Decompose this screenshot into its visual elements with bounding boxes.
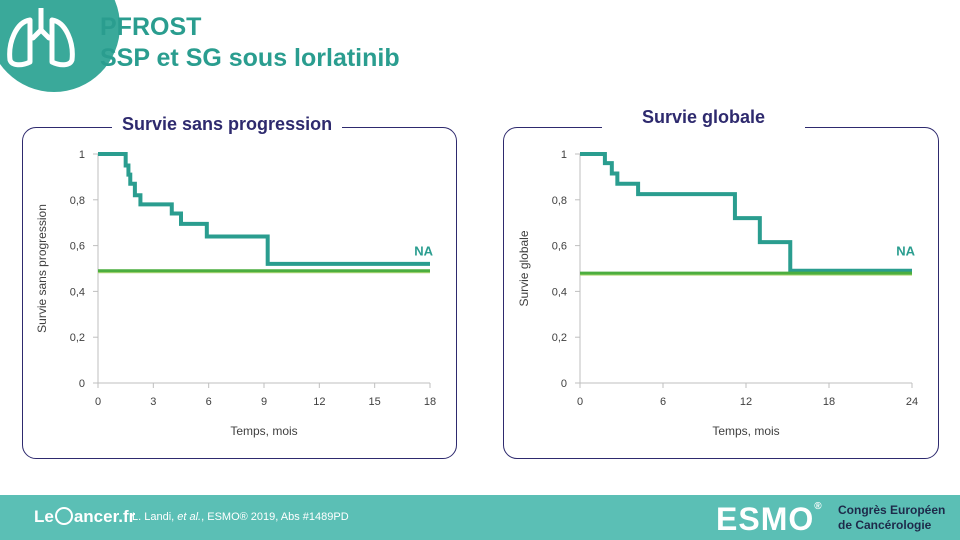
y-tick-label: 0 — [79, 378, 85, 390]
os-chart: 0 6 12 18 24 0 0,2 0,4 0,6 0,8 1 Temps, mois Survie … — [517, 149, 918, 438]
pfs-chart: 0 3 6 9 12 15 18 0 0,2 0,4 0,6 0,8 1 Temps, mois Survi… — [35, 149, 436, 438]
x-tick-label: 6 — [660, 396, 666, 408]
y-tick-label: 0 — [561, 378, 567, 390]
x-tick-label: 0 — [577, 396, 583, 408]
y-tick-label: 0,6 — [70, 241, 85, 253]
page-title: PFROST — [100, 13, 202, 41]
x-tick-label: 24 — [906, 396, 918, 408]
x-tick-label: 3 — [150, 396, 156, 408]
y-tick-label: 0,6 — [552, 241, 567, 253]
y-axis-label: Survie globale — [517, 230, 531, 306]
y-tick-label: 0,4 — [70, 286, 85, 298]
x-tick-label: 12 — [313, 396, 325, 408]
lecancer-logo: Le ancer.fr — [34, 507, 136, 526]
x-axis-label: Temps, mois — [230, 424, 297, 438]
y-tick-label: 0,2 — [552, 332, 567, 344]
x-tick-label: 6 — [206, 396, 212, 408]
c-circle-icon — [54, 507, 73, 525]
esmo-logo: ESMO® — [716, 501, 823, 537]
x-tick-label: 9 — [261, 396, 267, 408]
na-annotation: NA — [414, 244, 433, 259]
page-subtitle: SSP et SG sous lorlatinib — [100, 44, 400, 72]
congress-name: Congrès Européen de Cancérologie — [838, 503, 946, 532]
lungs-icon — [7, 8, 75, 68]
y-tick-label: 0,8 — [70, 195, 85, 207]
os-panel-title: Survie globale — [602, 107, 806, 134]
lungs-logo — [0, 0, 120, 92]
survival-charts: 0 3 6 9 12 15 18 0 0,2 0,4 0,6 0,8 1 Temps, mois Survi… — [35, 149, 918, 438]
citation: L. Landi, et al., ESMO® 2019, Abs #1489P… — [132, 511, 349, 523]
footer: Le ancer.fr L. Landi, et al., ESMO® 2019,… — [0, 495, 960, 540]
y-axis-label: Survie sans progression — [35, 204, 49, 333]
na-annotation: NA — [896, 244, 915, 259]
y-tick-label: 1 — [561, 149, 567, 161]
y-tick-label: 0,2 — [70, 332, 85, 344]
x-tick-label: 18 — [823, 396, 835, 408]
x-tick-label: 18 — [424, 396, 436, 408]
km-step-curve — [580, 152, 912, 273]
x-tick-label: 12 — [740, 396, 752, 408]
x-axis-label: Temps, mois — [712, 424, 779, 438]
y-tick-label: 0,8 — [552, 195, 567, 207]
km-step-curve — [98, 152, 430, 266]
x-tick-label: 15 — [369, 396, 381, 408]
pfs-panel-title: Survie sans progression — [112, 114, 343, 135]
y-tick-label: 0,4 — [552, 286, 567, 298]
y-tick-label: 1 — [79, 149, 85, 161]
x-tick-label: 0 — [95, 396, 101, 408]
